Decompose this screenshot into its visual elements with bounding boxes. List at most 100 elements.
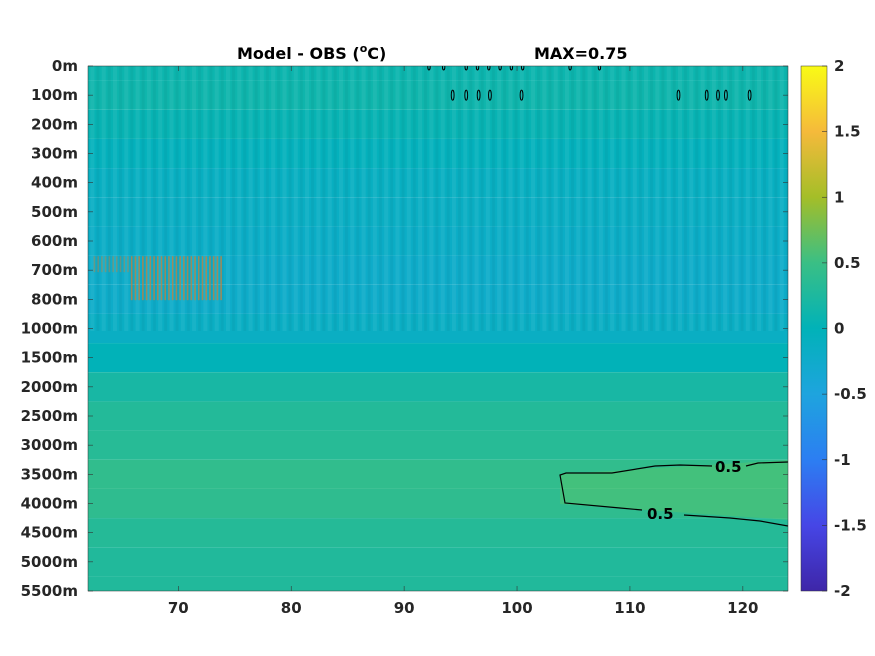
heatmap-band [88, 343, 788, 373]
x-axis: 70 80 90 100 110 120 [168, 66, 758, 617]
heatmap-band [88, 518, 788, 548]
warm-patch-stroke [97, 256, 99, 273]
colorbar-tick-label: 0 [834, 320, 844, 338]
y-tick-label: 3500m [21, 465, 78, 483]
warm-patch-stroke [123, 256, 126, 273]
heatmap-band [88, 576, 788, 591]
subsurface-contour-mark [716, 89, 720, 101]
contour-label-2: 0.5 [647, 505, 674, 523]
surface-contour-mark [464, 66, 468, 71]
warm-patch-stroke [134, 256, 137, 301]
warm-patch-stroke [149, 256, 152, 301]
warm-patch-stroke [194, 256, 196, 301]
surface-contour-mark [498, 66, 502, 71]
y-tick-label: 2500m [21, 407, 78, 425]
y-tick-label: 5500m [21, 582, 78, 600]
warm-patch-stroke [197, 256, 200, 301]
warm-patch-stroke [205, 256, 208, 301]
y-tick-label: 3000m [21, 436, 78, 454]
colorbar-tick-label: 1 [834, 188, 844, 206]
chart-max-label: MAX=0.75 [534, 44, 628, 63]
warm-patch-stroke [190, 256, 193, 301]
subsurface-contour-mark [704, 89, 709, 101]
y-tick-label: 700m [31, 261, 78, 279]
x-tick-label: 120 [727, 599, 758, 617]
warm-patch-stroke [142, 256, 144, 301]
warm-patch-stroke [138, 256, 140, 301]
y-tick-label: 5000m [21, 553, 78, 571]
y-tick-label: 2000m [21, 378, 78, 396]
subsurface-contour-mark [676, 89, 681, 101]
subsurface-contour-mark [488, 89, 492, 101]
surface-contour-mark [597, 66, 602, 71]
colorbar-tick-label: -1.5 [834, 516, 867, 534]
warm-patch-stroke [93, 256, 96, 273]
warm-patch-stroke [112, 256, 114, 273]
surface-contour-mark [509, 66, 514, 71]
warm-patch-stroke [127, 256, 129, 273]
subsurface-contour-mark [450, 89, 455, 101]
colorbar-tick-label: 0.5 [834, 254, 861, 272]
colorbar-tick-label: -1 [834, 451, 851, 469]
warm-patch-stroke [116, 256, 118, 273]
warm-patch-stroke [101, 256, 103, 273]
heatmap-band [88, 401, 788, 431]
warm-patch-stroke [183, 256, 185, 301]
colorbar-tick-label: 1.5 [834, 123, 861, 141]
x-tick-label: 90 [394, 599, 415, 617]
subsurface-contour-mark [464, 89, 469, 101]
y-tick-label: 200m [31, 115, 78, 133]
surface-contour-mark [568, 66, 572, 71]
heatmap-band [88, 430, 788, 460]
y-tick-label: 0m [52, 57, 78, 75]
y-tick-label: 1000m [21, 320, 78, 338]
y-tick-label: 400m [31, 174, 78, 192]
positive-anomaly-region [560, 460, 788, 520]
warm-patch-stroke [179, 256, 181, 301]
warm-patch-stroke [130, 256, 133, 301]
colorbar-ticks: 2 1.5 1 0.5 0 -0.5 -1 -1.5 -2 [822, 57, 867, 600]
surface-contour-mark [427, 66, 431, 71]
y-tick-label: 500m [31, 203, 78, 221]
warm-patch-stroke [186, 256, 189, 301]
subsurface-contour-mark [724, 89, 728, 101]
y-tick-label: 800m [31, 290, 78, 308]
y-tick-label: 300m [31, 145, 78, 163]
y-tick-label: 1500m [21, 349, 78, 367]
y-axis: 0m 100m 200m 300m 400m 500m 600m 700m 800m 1000m 1… [21, 57, 788, 600]
warm-patch-stroke [201, 256, 204, 301]
x-tick-label: 100 [501, 599, 532, 617]
warm-patch-stroke [108, 256, 111, 273]
warm-patch-stroke [212, 256, 215, 301]
subsurface-contour-mark [519, 89, 524, 101]
surface-contours [427, 66, 752, 101]
x-tick-label: 70 [168, 599, 189, 617]
surface-contour-mark [487, 66, 491, 71]
heatmap-band [88, 372, 788, 402]
subsurface-contour-mark [747, 89, 752, 101]
warm-patch-stroke [216, 256, 219, 301]
colorbar-tick-label: -2 [834, 582, 851, 600]
plot-area [88, 66, 788, 591]
warm-patch-stroke [160, 256, 163, 301]
warm-anomaly-patch [93, 256, 222, 301]
y-tick-label: 100m [31, 86, 78, 104]
surface-contour-mark [441, 66, 446, 71]
warm-patch-stroke [220, 256, 222, 301]
surface-contour-mark [520, 66, 525, 71]
contour-0-5 [559, 461, 788, 527]
warm-patch-stroke [171, 256, 174, 301]
contour-label-1: 0.5 [715, 458, 742, 476]
warm-patch-stroke [145, 256, 148, 301]
heatmap-band [88, 488, 788, 519]
x-tick-label: 80 [281, 599, 302, 617]
chart-title: Model - OBS (oC) [237, 42, 386, 63]
subsurface-contour-mark [476, 89, 481, 101]
warm-patch-stroke [119, 256, 122, 273]
warm-patch-stroke [156, 256, 159, 301]
warm-patch-stroke [164, 256, 167, 301]
warm-patch-stroke [168, 256, 170, 301]
colorbar-tick-label: 2 [834, 57, 844, 75]
surface-contour-mark [475, 66, 480, 71]
